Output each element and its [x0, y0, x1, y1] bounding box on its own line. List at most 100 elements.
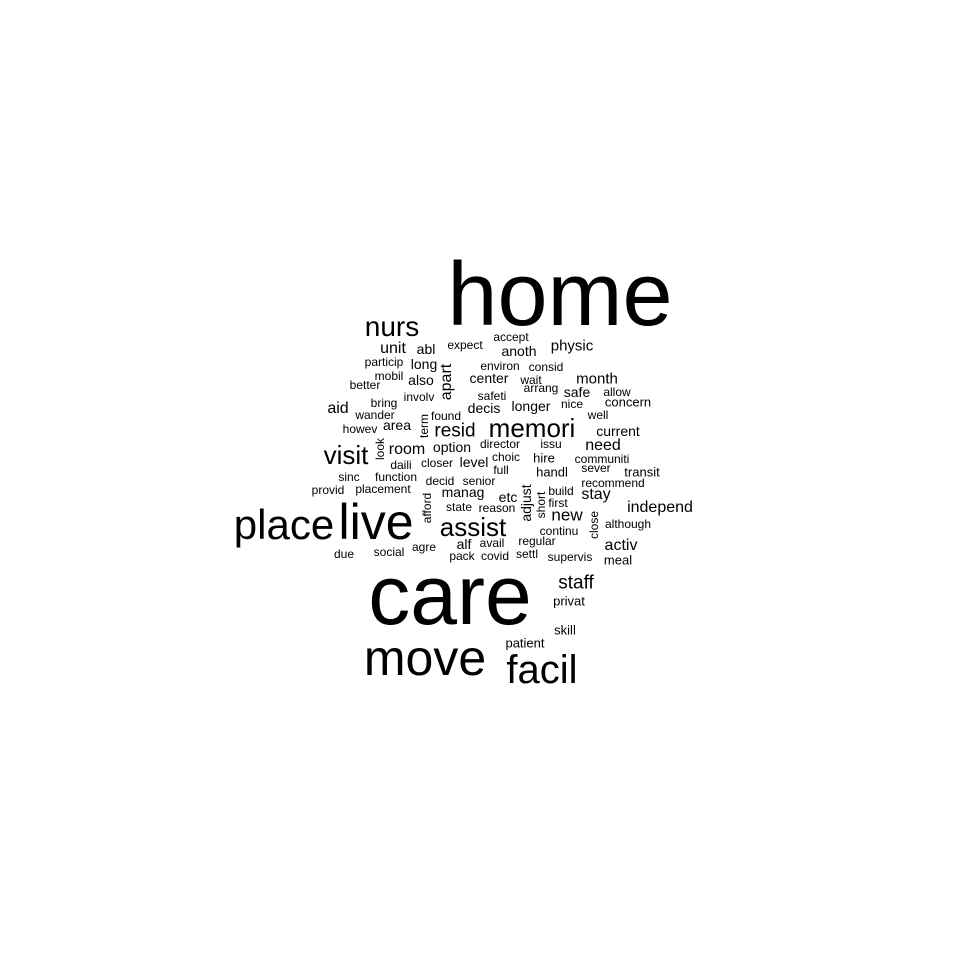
- word-choic: choic: [491, 450, 521, 464]
- word-wait: wait: [520, 373, 542, 387]
- word-agre: agre: [411, 540, 437, 554]
- word-safeti: safeti: [477, 389, 507, 403]
- word-memori: memori: [488, 413, 576, 443]
- word-look: look: [373, 437, 387, 461]
- word-room: room: [388, 441, 426, 458]
- word-activ: activ: [604, 537, 638, 554]
- word-howev: howev: [342, 422, 378, 436]
- word-meal: meal: [603, 552, 633, 568]
- word-accept: accept: [493, 330, 529, 344]
- word-nice: nice: [560, 397, 584, 411]
- word-alf: alf: [456, 536, 472, 552]
- word-although: although: [604, 517, 652, 531]
- word-covid: covid: [480, 549, 510, 563]
- word-visit: visit: [323, 440, 369, 470]
- word-anoth: anoth: [501, 343, 537, 359]
- word-better: better: [349, 378, 381, 392]
- word-aid: aid: [327, 400, 349, 417]
- word-sinc: sinc: [338, 470, 360, 484]
- word-regular: regular: [518, 534, 556, 548]
- word-need: need: [585, 437, 621, 454]
- word-avail: avail: [479, 536, 505, 550]
- word-manag: manag: [441, 484, 485, 500]
- word-staff: staff: [558, 572, 594, 594]
- word-found: found: [430, 409, 462, 423]
- word-move: move: [363, 630, 487, 686]
- word-consid: consid: [528, 360, 564, 374]
- word-closer: closer: [420, 456, 454, 470]
- word-care: care: [368, 548, 532, 642]
- word-environ: environ: [480, 359, 520, 373]
- word-long: long: [410, 356, 438, 372]
- word-apart: apart: [438, 363, 455, 401]
- word-abl: abl: [416, 341, 436, 357]
- word-short: short: [534, 491, 548, 519]
- word-build: build: [548, 484, 574, 498]
- word-home: home: [447, 245, 673, 345]
- word-due: due: [333, 547, 355, 561]
- word-recommend: recommend: [581, 476, 645, 490]
- word-close: close: [587, 510, 601, 540]
- word-full: full: [493, 463, 509, 477]
- word-transit: transit: [624, 464, 660, 480]
- word-skill: skill: [554, 622, 576, 638]
- word-current: current: [596, 423, 640, 439]
- word-concern: concern: [604, 394, 652, 410]
- word-mobil: mobil: [374, 369, 404, 383]
- word-unit: unit: [380, 340, 406, 357]
- word-place: place: [233, 501, 335, 548]
- word-new: new: [551, 505, 583, 525]
- word-sever: sever: [581, 461, 611, 475]
- word-senior: senior: [462, 474, 496, 488]
- word-issu: issu: [540, 437, 562, 451]
- word-longer: longer: [511, 398, 551, 414]
- word-privat: privat: [553, 593, 585, 609]
- word-afford: afford: [420, 492, 434, 524]
- word-daili: daili: [390, 458, 412, 472]
- word-handl: handl: [536, 464, 568, 480]
- word-allow: allow: [603, 385, 631, 399]
- word-live: live: [338, 494, 414, 550]
- word-patient: patient: [505, 635, 545, 651]
- word-independ: independ: [627, 499, 693, 516]
- word-center: center: [469, 370, 509, 386]
- word-nurs: nurs: [364, 311, 420, 342]
- word-placement: placement: [355, 482, 411, 496]
- word-stay: stay: [581, 486, 611, 503]
- word-pack: pack: [449, 549, 475, 563]
- word-well: well: [587, 408, 609, 422]
- word-also: also: [408, 372, 434, 388]
- word-continu: continu: [539, 524, 579, 538]
- word-settl: settl: [515, 547, 539, 561]
- word-function: function: [374, 470, 418, 484]
- word-option: option: [432, 439, 472, 455]
- word-state: state: [445, 500, 473, 514]
- word-first: first: [548, 496, 568, 510]
- word-director: director: [479, 437, 521, 451]
- word-level: level: [459, 454, 489, 470]
- word-safe: safe: [563, 384, 591, 400]
- word-reason: reason: [478, 501, 516, 515]
- word-assist: assist: [439, 512, 507, 542]
- word-supervis: supervis: [547, 550, 593, 564]
- word-decis: decis: [467, 400, 501, 416]
- word-hire: hire: [533, 450, 555, 466]
- word-etc: etc: [498, 489, 518, 505]
- word-social: social: [373, 545, 405, 559]
- word-term: term: [417, 414, 431, 438]
- word-adjust: adjust: [518, 484, 534, 522]
- word-month: month: [576, 370, 618, 388]
- word-wander: wander: [355, 408, 395, 422]
- word-resid: resid: [434, 420, 476, 442]
- word-facil: facil: [506, 648, 578, 692]
- word-particip: particip: [364, 355, 404, 369]
- word-decid: decid: [425, 474, 455, 488]
- word-arrang: arrang: [523, 381, 559, 395]
- word-bring: bring: [370, 396, 398, 410]
- word-provid: provid: [311, 483, 345, 497]
- word-physic: physic: [550, 337, 594, 355]
- word-expect: expect: [447, 338, 483, 352]
- word-area: area: [382, 417, 412, 433]
- word-involv: involv: [403, 390, 435, 404]
